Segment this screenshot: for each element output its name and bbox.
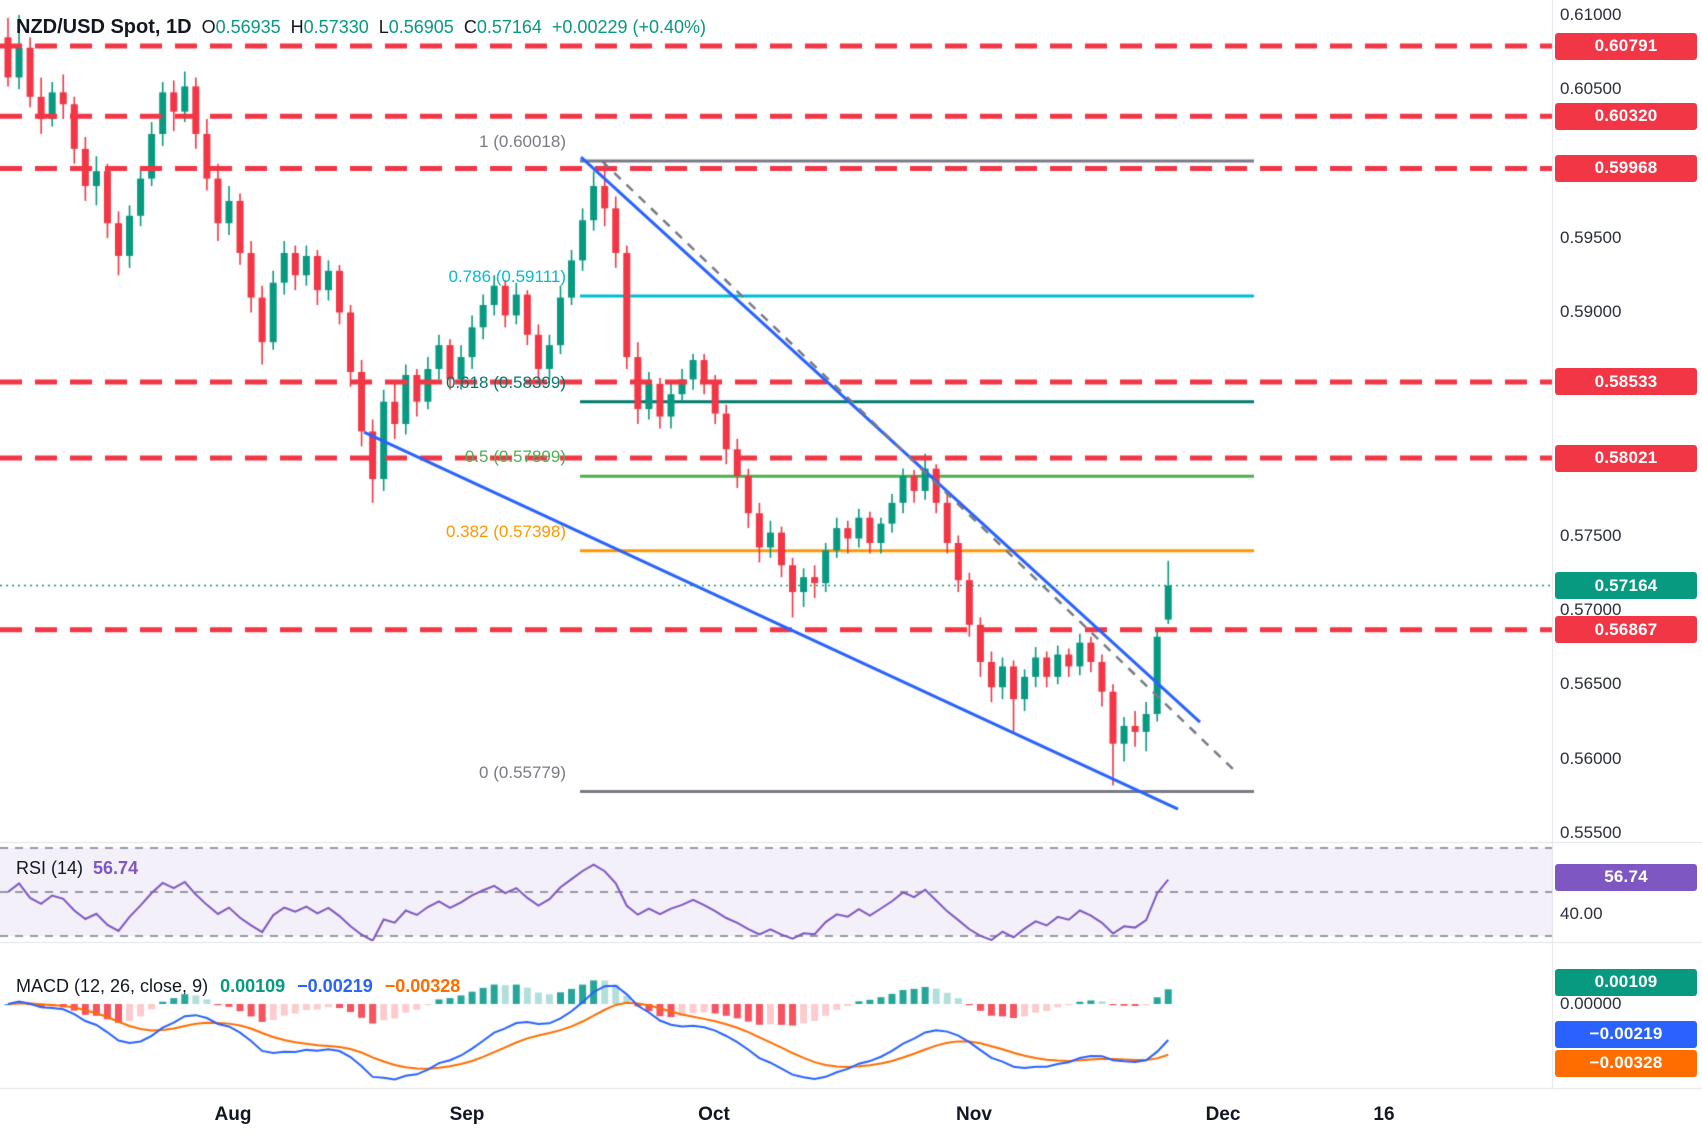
symbol-legend: NZD/USD Spot, 1D O0.56935 H0.57330 L0.56… — [16, 16, 706, 39]
symbol-title[interactable]: NZD/USD Spot, 1D — [16, 16, 192, 38]
close-key: C — [463, 17, 477, 37]
high-value: 0.57330 — [303, 17, 369, 37]
low-key: L — [378, 17, 389, 37]
ohlc-open: O0.56935 — [202, 17, 281, 38]
macd-signal-value: −0.00328 — [384, 976, 461, 996]
macd-legend: MACD (12, 26, close, 9) 0.00109 −0.00219… — [16, 976, 460, 997]
low-value: 0.56905 — [388, 17, 454, 37]
rsi-value: 56.74 — [93, 858, 139, 878]
macd-hist-value: 0.00109 — [220, 976, 286, 996]
time-axis[interactable] — [0, 1088, 1702, 1138]
price-axis[interactable] — [1552, 0, 1702, 1088]
change-value: +0.00229 (+0.40%) — [551, 17, 707, 37]
ohlc-low: L0.56905 — [379, 17, 454, 38]
close-value: 0.57164 — [476, 17, 542, 37]
macd-title[interactable]: MACD (12, 26, close, 9) — [16, 976, 209, 996]
ohlc-close: C0.57164 — [464, 17, 542, 38]
ohlc-high: H0.57330 — [291, 17, 369, 38]
rsi-title[interactable]: RSI (14) — [16, 858, 84, 878]
high-key: H — [290, 17, 304, 37]
macd-line-value: −0.00219 — [297, 976, 373, 996]
rsi-legend: RSI (14) 56.74 — [16, 858, 138, 879]
open-key: O — [201, 17, 216, 37]
open-value: 0.56935 — [215, 17, 281, 37]
